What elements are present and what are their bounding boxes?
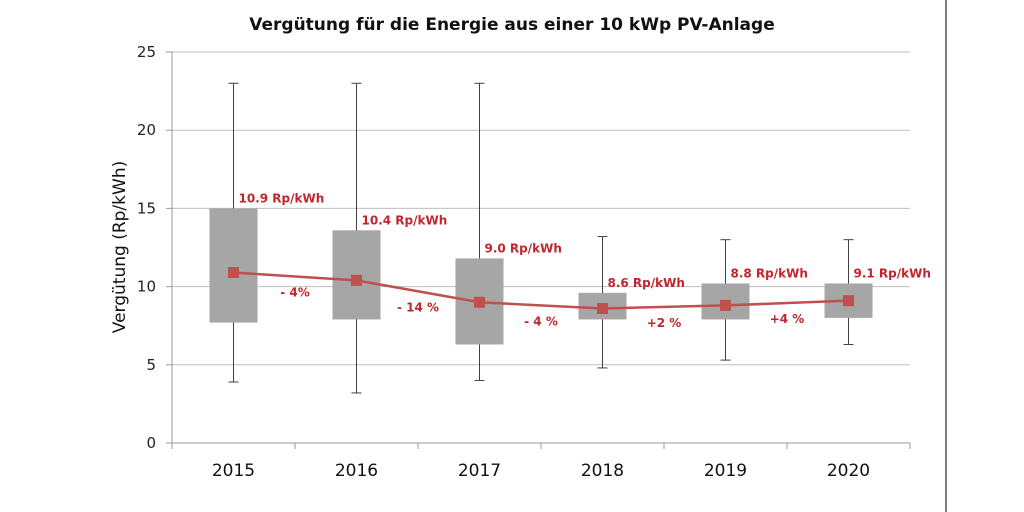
change-label: - 4 %	[524, 314, 558, 328]
change-label: +2 %	[647, 316, 682, 330]
value-label: 8.6 Rp/kWh	[608, 276, 685, 290]
x-tick-label: 2019	[704, 461, 747, 481]
change-label: +4 %	[770, 312, 805, 326]
mean-marker-2019	[720, 299, 731, 311]
change-label: - 14 %	[397, 300, 439, 314]
change-label: - 4%	[280, 285, 310, 299]
x-tick-label: 2018	[581, 461, 624, 481]
x-tick-label: 2020	[827, 461, 870, 481]
value-label: 10.4 Rp/kWh	[362, 213, 448, 227]
mean-marker-2020	[843, 295, 854, 307]
box-2015	[209, 208, 258, 323]
mean-marker-2016	[351, 274, 362, 286]
y-tick-label: 5	[146, 356, 156, 374]
y-tick-label: 20	[137, 121, 156, 139]
y-axis-label: Vergütung (Rp/kWh)	[110, 161, 130, 333]
mean-marker-2017	[474, 296, 485, 308]
y-tick-label: 10	[137, 278, 156, 296]
x-tick-label: 2015	[212, 461, 255, 481]
y-tick-label: 25	[137, 43, 156, 61]
value-label: 10.9 Rp/kWh	[239, 191, 325, 205]
chart-title: Vergütung für die Energie aus einer 10 k…	[249, 15, 774, 35]
x-tick-label: 2016	[335, 461, 378, 481]
value-label: 9.0 Rp/kWh	[485, 241, 562, 255]
value-label: 9.1 Rp/kWh	[854, 266, 931, 280]
x-tick-label: 2017	[458, 461, 501, 481]
y-tick-label: 15	[137, 199, 156, 217]
y-tick-label: 0	[146, 434, 156, 452]
value-label: 8.8 Rp/kWh	[731, 266, 808, 280]
mean-marker-2018	[597, 302, 608, 314]
mean-marker-2015	[228, 267, 239, 279]
mean-line	[233, 271, 849, 310]
